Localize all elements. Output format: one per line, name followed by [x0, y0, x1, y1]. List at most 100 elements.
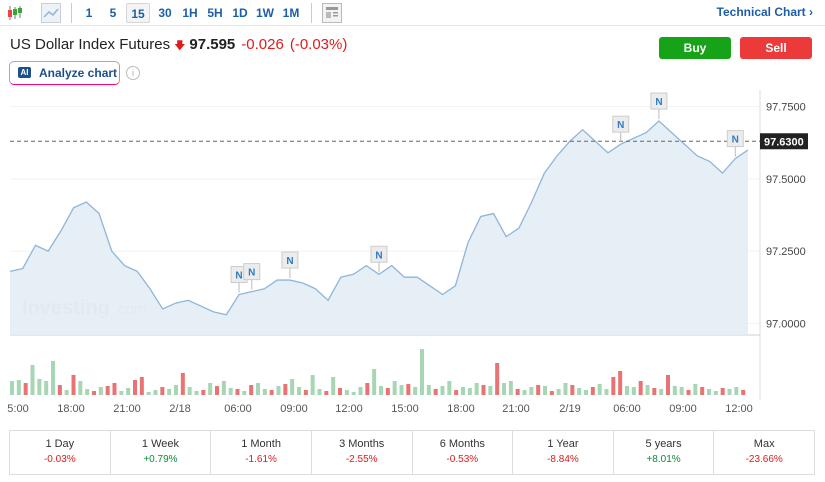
price-line [9, 120, 749, 316]
volume-bar [126, 388, 131, 395]
volume-bar [249, 385, 254, 395]
interval-1W[interactable]: 1W [256, 6, 274, 20]
buy-button[interactable]: Buy [659, 37, 731, 59]
period-label: Max [753, 438, 775, 450]
news-marker[interactable]: N [370, 245, 388, 273]
volume-bar [180, 373, 185, 395]
news-marker-label: N [375, 250, 382, 261]
volume-bar [495, 363, 500, 395]
period-change: -23.66% [745, 454, 783, 465]
layout-icon[interactable] [322, 3, 342, 23]
volume-bar [64, 390, 69, 395]
volume-bar [119, 391, 124, 395]
volume-bar [133, 380, 137, 395]
volume-bar [604, 389, 609, 395]
volume-bar [324, 391, 329, 395]
volume-bar [365, 383, 370, 395]
interval-5[interactable]: 5 [109, 6, 117, 20]
volume-bar [269, 390, 274, 395]
volume-bar [256, 383, 260, 395]
interval-30[interactable]: 30 [158, 6, 172, 20]
performance-5-years[interactable]: 5 years +8.01% [614, 431, 715, 474]
volume-bar [631, 387, 636, 395]
volume-bar [303, 390, 308, 395]
news-marker-label: N [617, 120, 624, 131]
news-marker[interactable]: N [612, 115, 630, 143]
performance-table: 1 Day -0.03% 1 Week +0.79% 1 Month -1.61% 3 Mo… [9, 430, 815, 475]
interval-1[interactable]: 1 [85, 6, 93, 20]
period-change: +8.01% [646, 454, 681, 465]
volume-bar [488, 386, 493, 395]
news-marker[interactable]: N [281, 251, 299, 279]
volume-bar [734, 387, 739, 395]
period-change: -2.55% [345, 454, 378, 465]
volume-bar [228, 388, 233, 395]
volume-bar [242, 391, 247, 395]
volume-bar [167, 389, 172, 395]
volume-bar [160, 387, 165, 395]
volume-bar [16, 380, 21, 395]
area-chart-icon[interactable] [41, 3, 61, 23]
volume-bar [426, 385, 431, 395]
volume-bar [577, 388, 582, 395]
news-marker-label: N [235, 271, 242, 282]
candlestick-icon[interactable] [7, 5, 23, 21]
performance-1-week[interactable]: 1 Week +0.79% [111, 431, 212, 474]
volume-bar [297, 387, 301, 395]
period-label: 1 Week [141, 438, 179, 450]
performance-3-months[interactable]: 3 Months -2.55% [312, 431, 413, 474]
volume-bar [584, 390, 588, 395]
x-tick-label: 18:00 [447, 403, 475, 415]
volume-bar [618, 371, 623, 395]
performance-1-day[interactable]: 1 Day -0.03% [10, 431, 111, 474]
volume-bar [611, 377, 616, 395]
volume-bar [700, 387, 705, 395]
performance-max[interactable]: Max -23.66% [714, 431, 814, 474]
volume-bar [317, 389, 322, 395]
volume-bar [652, 388, 657, 395]
interval-1H[interactable]: 1H [182, 6, 198, 20]
volume-bar [549, 391, 554, 395]
x-tick-label: 21:00 [113, 403, 141, 415]
analyze-chart-button[interactable]: AI Analyze chart [9, 61, 120, 85]
period-label: 1 Year [547, 438, 579, 450]
technical-chart-link[interactable]: Technical Chart › [716, 5, 813, 19]
volume-bar [392, 381, 397, 395]
volume-bar [146, 392, 151, 395]
volume-bar [208, 383, 213, 395]
performance-6-months[interactable]: 6 Months -0.53% [413, 431, 514, 474]
current-price-label: 97.6300 [764, 136, 804, 148]
news-marker-label: N [248, 268, 255, 279]
volume-bar [78, 381, 83, 395]
volume-bar [283, 384, 288, 395]
interval-1D[interactable]: 1D [232, 6, 248, 20]
current-price-badge [760, 133, 808, 150]
volume-bar [351, 392, 356, 395]
volume-bar [508, 381, 513, 395]
x-tick-label: 12:00 [335, 403, 363, 415]
volume-bar [98, 387, 103, 395]
price-chart[interactable]: Investing.com97.750097.500097.250097.000… [0, 90, 825, 425]
volume-bar [399, 385, 404, 395]
interval-15[interactable]: 15 [126, 3, 150, 23]
volume-bar [358, 387, 363, 395]
interval-5H[interactable]: 5H [207, 6, 223, 20]
performance-1-month[interactable]: 1 Month -1.61% [211, 431, 312, 474]
interval-1M[interactable]: 1M [282, 6, 300, 20]
info-icon[interactable]: i [126, 66, 140, 80]
news-marker-box [612, 115, 630, 133]
news-marker-label: N [655, 97, 662, 108]
volume-bar [529, 387, 534, 395]
volume-bar [44, 381, 49, 395]
news-marker[interactable]: N [726, 130, 744, 157]
volume-bar [474, 383, 479, 395]
performance-1-year[interactable]: 1 Year -8.84% [513, 431, 614, 474]
x-tick-label: 12:00 [725, 403, 753, 415]
news-marker[interactable]: N [243, 263, 261, 290]
volume-bar [536, 385, 541, 395]
sell-button[interactable]: Sell [740, 37, 812, 59]
x-tick-label: 09:00 [280, 403, 308, 415]
volume-bar [563, 383, 568, 395]
news-marker[interactable]: N [650, 92, 668, 120]
x-tick-label: 09:00 [669, 403, 697, 415]
